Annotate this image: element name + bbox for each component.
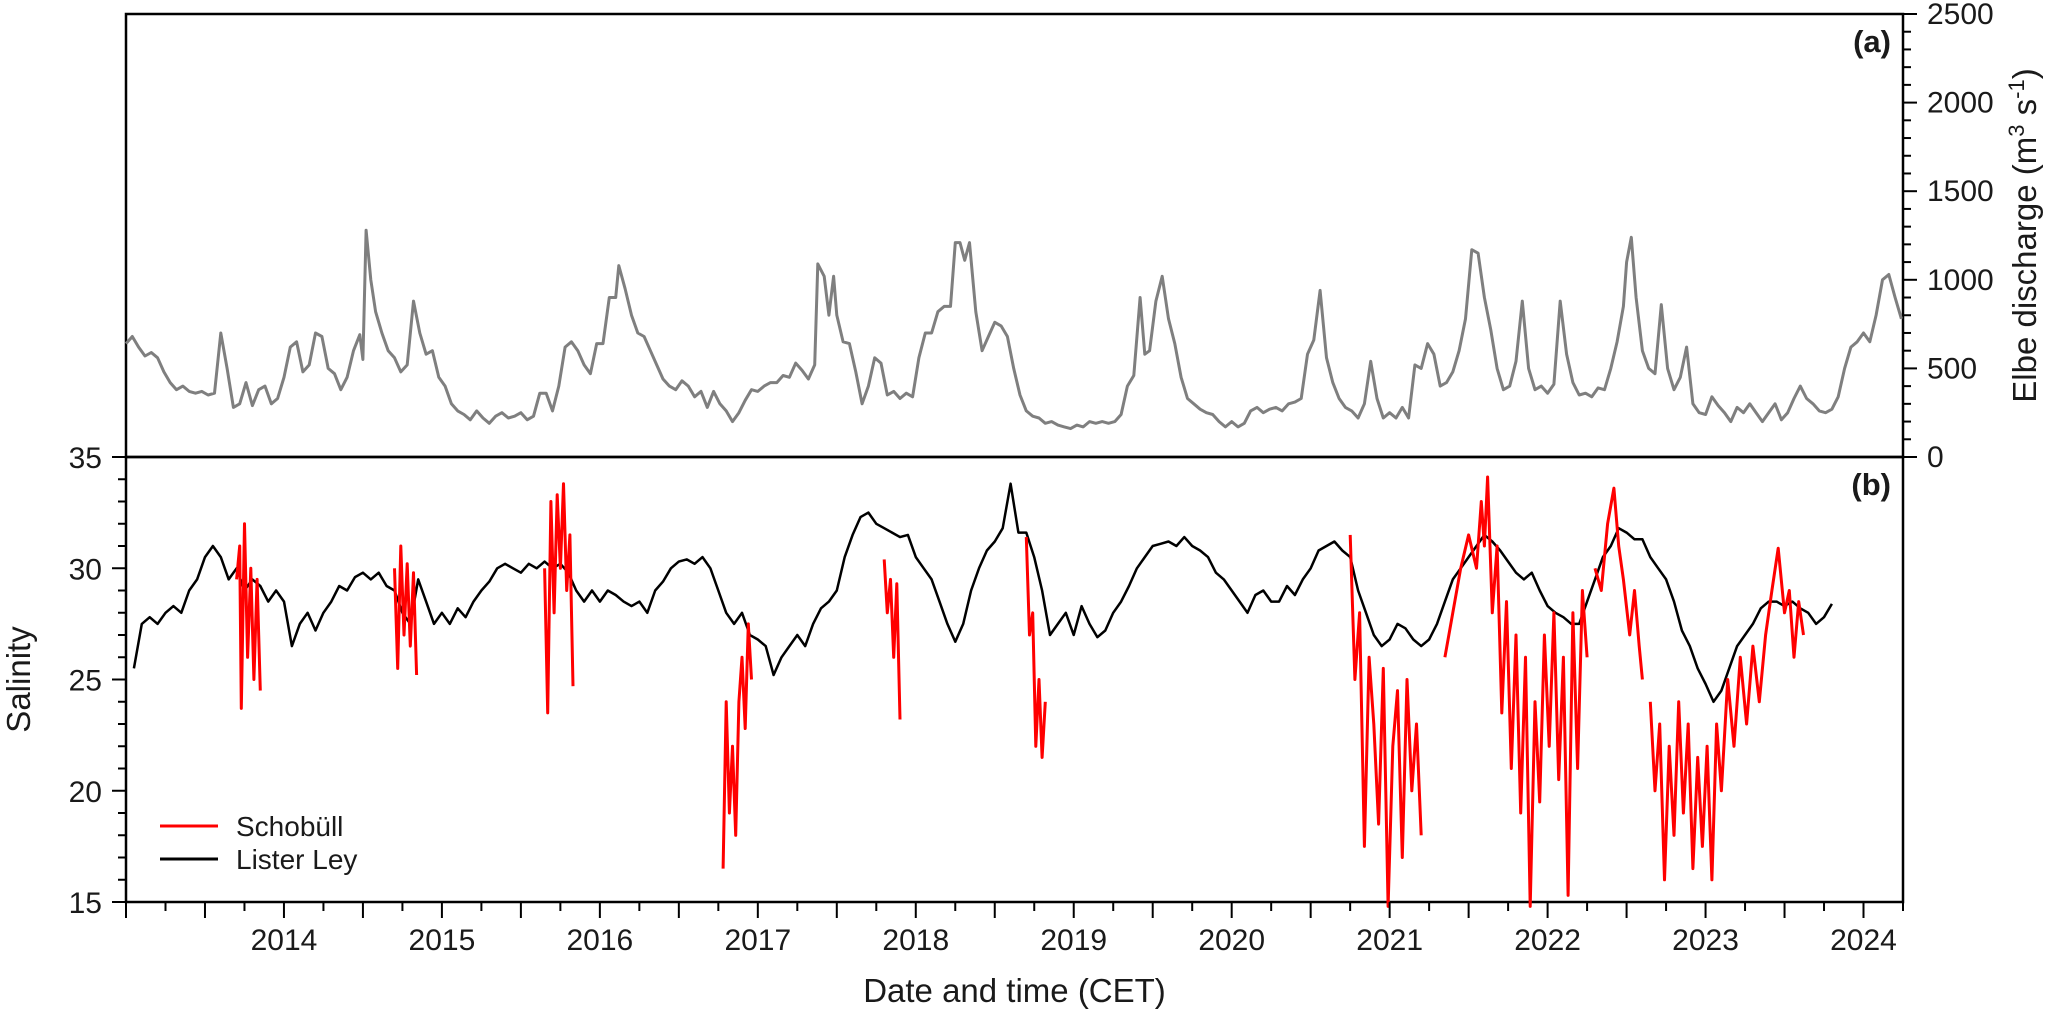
y-tick-label: 2500 bbox=[1927, 0, 1994, 31]
series-line-lister-ley bbox=[132, 482, 1833, 704]
y-tick-label: 0 bbox=[1927, 441, 1944, 474]
x-tick-label: 2014 bbox=[251, 924, 318, 957]
x-axis-title: Date and time (CET) bbox=[863, 972, 1166, 1009]
y-tick-label: 1000 bbox=[1927, 264, 1994, 297]
x-tick-label: 2015 bbox=[409, 924, 476, 957]
panel-b-frame bbox=[124, 455, 1905, 904]
series-line-elbe-discharge bbox=[124, 228, 1903, 431]
x-tick-label: 2020 bbox=[1198, 924, 1265, 957]
y-tick-label: 15 bbox=[69, 887, 102, 920]
y-tick-label: 500 bbox=[1927, 352, 1977, 385]
y-tick-label: 30 bbox=[69, 553, 102, 586]
series-line-schobull bbox=[1593, 486, 1644, 680]
series-line-schobull bbox=[1348, 534, 1423, 908]
x-tick-label: 2017 bbox=[724, 924, 791, 957]
legend-label: Lister Ley bbox=[236, 844, 357, 875]
panel-a-frame bbox=[124, 12, 1905, 459]
y-tick-label: 20 bbox=[69, 776, 102, 809]
panel-a-tag: (a) bbox=[1853, 24, 1891, 59]
series-line-schobull bbox=[882, 559, 902, 720]
series-line-schobull bbox=[1443, 475, 1589, 908]
y-tick-label: 1500 bbox=[1927, 175, 1994, 208]
panel-b-tag: (b) bbox=[1851, 467, 1891, 502]
y-tick-label: 35 bbox=[69, 442, 102, 475]
series-line-schobull bbox=[235, 522, 262, 710]
series-line-schobull bbox=[1648, 546, 1805, 882]
series-line-schobull bbox=[1024, 537, 1047, 759]
y-axis-title-superscript: 3 bbox=[2004, 125, 2029, 137]
y-axis-title-salinity: Salinity bbox=[0, 626, 37, 733]
y-tick-label: 2000 bbox=[1927, 87, 1994, 120]
x-tick-label: 2016 bbox=[566, 924, 633, 957]
series-line-schobull bbox=[393, 544, 419, 676]
shared-time-axis: 2014 2015 2016 2017 2018 2019 2020 2021 2022 2023… bbox=[125, 902, 1904, 1009]
legend-label: Schobüll bbox=[236, 811, 343, 842]
y-axis-title-discharge: Elbe discharge (m3 s-1) bbox=[2004, 68, 2043, 402]
x-tick-label: 2019 bbox=[1040, 924, 1107, 957]
x-tick-label: 2018 bbox=[882, 924, 949, 957]
x-tick-label: 2022 bbox=[1514, 924, 1581, 957]
series-line-schobull bbox=[721, 622, 753, 869]
x-tick-label: 2023 bbox=[1672, 924, 1739, 957]
y-axis-title-text: ) bbox=[2006, 68, 2043, 79]
x-tick-label: 2024 bbox=[1830, 924, 1897, 957]
panel-a-discharge: (a) 0 500 1000 1500 2000 2500 Elbe discharge (m… bbox=[124, 0, 2043, 474]
y-axis-title-superscript: -1 bbox=[2004, 79, 2029, 99]
y-tick-label: 25 bbox=[69, 665, 102, 698]
y-axis-title-text: Elbe discharge (m bbox=[2006, 137, 2043, 403]
y-axis-title-text: s bbox=[2006, 99, 2043, 125]
x-tick-label: 2021 bbox=[1356, 924, 1423, 957]
series-line-schobull bbox=[543, 482, 575, 715]
